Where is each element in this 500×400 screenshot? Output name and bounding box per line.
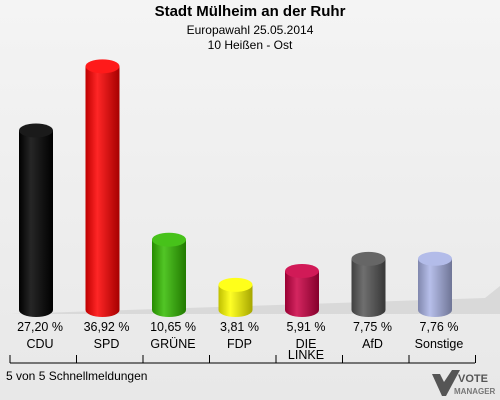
bar-body-die-linke bbox=[285, 270, 319, 317]
value-label-gr-ne: 10,65 % bbox=[150, 320, 196, 334]
bar-cdu bbox=[19, 123, 53, 317]
category-label-gr-ne: GRÜNE bbox=[150, 337, 195, 351]
bar-top-fdp bbox=[218, 277, 253, 292]
category-label-die-linke-1: LINKE bbox=[288, 348, 324, 362]
bar-body-fdp bbox=[218, 284, 253, 318]
value-label-fdp: 3,81 % bbox=[220, 320, 259, 334]
bar-die-linke bbox=[285, 263, 319, 317]
bar-gr-ne bbox=[152, 232, 186, 317]
category-label-afd: AfD bbox=[362, 337, 383, 351]
category-label-cdu: CDU bbox=[26, 337, 53, 351]
value-label-sonstige: 7,76 % bbox=[420, 320, 459, 334]
category-label-sonstige: Sonstige bbox=[415, 337, 464, 351]
category-label-spd: SPD bbox=[94, 337, 120, 351]
bar-top-cdu bbox=[19, 123, 53, 138]
bar-body-sonstige bbox=[418, 258, 452, 317]
bar-top-die-linke bbox=[285, 263, 319, 278]
category-label-fdp: FDP bbox=[227, 337, 252, 351]
bar-top-afd bbox=[351, 251, 386, 266]
bar-body-afd bbox=[351, 258, 386, 318]
value-label-afd: 7,75 % bbox=[353, 320, 392, 334]
bar-sonstige bbox=[418, 251, 452, 317]
bar-fdp bbox=[218, 277, 253, 318]
reports-footer: 5 von 5 Schnellmeldungen bbox=[6, 369, 148, 383]
bar-body-spd bbox=[85, 66, 120, 318]
value-label-cdu: 27,20 % bbox=[17, 320, 63, 334]
bar-top-gr-ne bbox=[152, 232, 186, 247]
category-label-die-linke-0: DIE bbox=[296, 337, 317, 351]
bar-top-sonstige bbox=[418, 251, 452, 266]
chart-subtitle: Europawahl 25.05.2014 bbox=[186, 23, 314, 37]
value-label-spd: 36,92 % bbox=[84, 320, 130, 334]
bar-top-spd bbox=[85, 59, 120, 74]
value-label-die-linke: 5,91 % bbox=[287, 320, 326, 334]
district-label: 10 Heißen - Ost bbox=[207, 38, 293, 52]
bar-body-gr-ne bbox=[152, 239, 186, 317]
logo-text-vote: VOTE bbox=[458, 373, 488, 385]
logo-text-manager: MANAGER bbox=[454, 387, 496, 396]
bar-spd bbox=[85, 59, 120, 318]
bar-afd bbox=[351, 251, 386, 318]
chart-title: Stadt Mülheim an der Ruhr bbox=[154, 3, 346, 20]
bar-body-cdu bbox=[19, 130, 53, 317]
vote-manager-logo: VOTE MANAGER bbox=[432, 370, 496, 396]
